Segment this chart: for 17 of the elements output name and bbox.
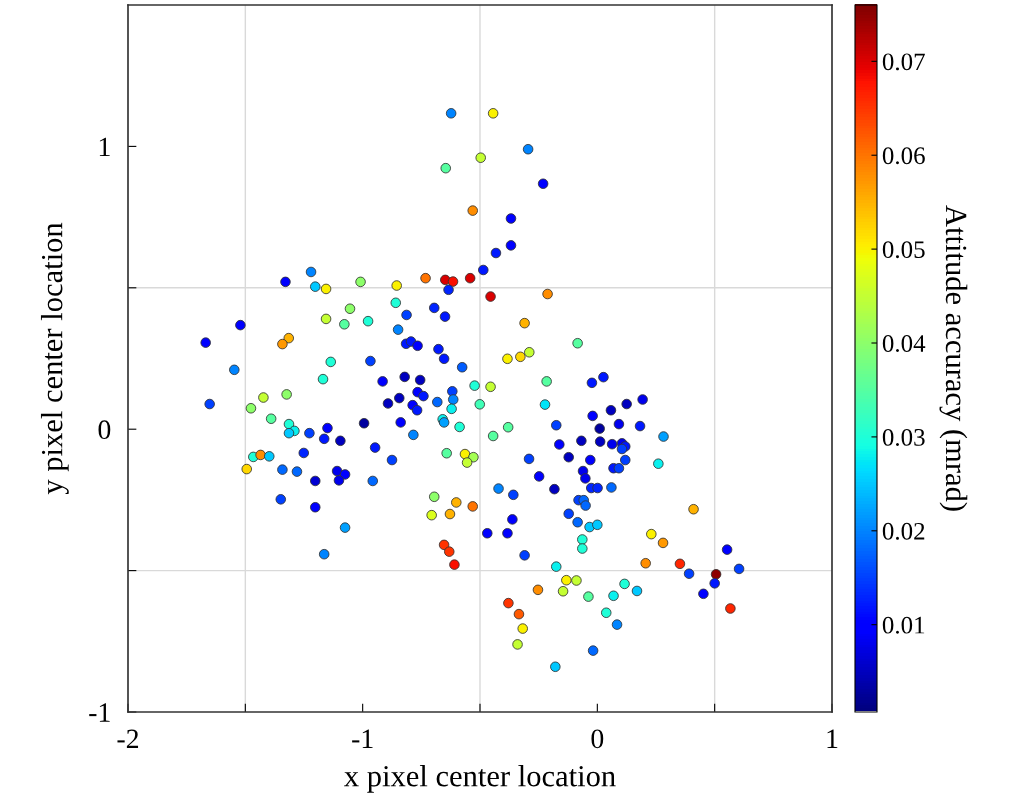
- color-bar-label: 0.06: [882, 147, 925, 165]
- color-bar-title: Attitude accuracy (mrad): [939, 205, 968, 511]
- x-tick-label: 0: [591, 729, 604, 749]
- y-tick-label: -1: [89, 703, 110, 722]
- x-tick-label: -1: [352, 729, 373, 748]
- color-bar-label: 0.03: [882, 428, 925, 446]
- y-tick-label: 1: [99, 137, 110, 157]
- color-bar-label: 0.04: [882, 335, 926, 353]
- y-axis-title: y pixel center location: [40, 222, 69, 495]
- x-tick-label: -2: [117, 729, 139, 748]
- x-axis-title: x pixel center location: [344, 764, 616, 793]
- color-bar-label: 0.05: [882, 241, 925, 259]
- x-tick-label: 1: [827, 729, 838, 748]
- y-tick-label: 0: [98, 420, 111, 440]
- color-bar-label: 0.02: [882, 522, 925, 540]
- color-bar-label: 0.07: [882, 53, 925, 71]
- color-bar-label: 0.01: [882, 616, 925, 634]
